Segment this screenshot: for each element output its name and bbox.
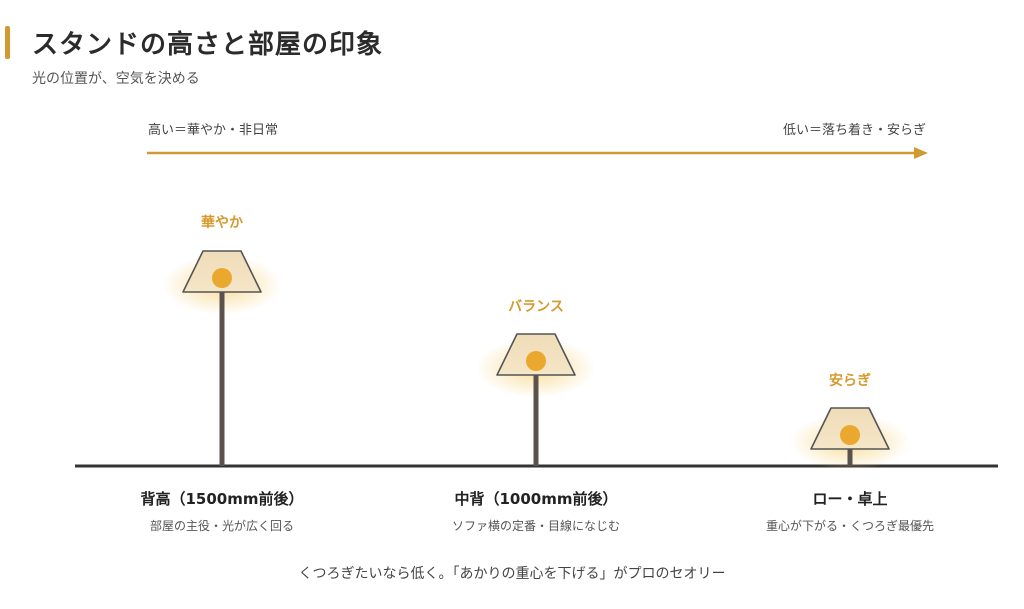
low-lamp [790, 407, 910, 470]
mood-label-medium: バランス [508, 299, 564, 315]
lamp-desc-medium: ソファ横の定番・目線になじむ [451, 519, 621, 533]
page-title: スタンドの高さと部屋の印象 [32, 30, 384, 60]
mood-label-tall: 華やか [201, 215, 243, 231]
medium-lamp [476, 333, 596, 466]
lamp-name-medium: 中背（1000mm前後） [454, 490, 618, 508]
page-subtitle: 光の位置が、空気を決める [32, 71, 200, 87]
scale-label-high: 高い＝華やか・非日常 [148, 123, 279, 138]
mood-label-low: 安らぎ [829, 373, 871, 389]
lamp-desc-tall: 部屋の主役・光が広く回る [149, 519, 295, 533]
lamp-name-tall: 背高（1500mm前後） [140, 490, 304, 508]
scale-label-low: 低い＝落ち着き・安らぎ [782, 123, 926, 138]
lamp-desc-low: 重心が下がる・くつろぎ最優先 [765, 519, 935, 533]
tall-lamp [162, 250, 282, 466]
lamp-name-low: ロー・卓上 [812, 490, 888, 508]
height-scale-arrow [147, 147, 928, 159]
title-accent-bar [5, 26, 10, 59]
footer-note: くつろぎたいなら低く。「あかりの重心を下げる」がプロのセオリー [298, 566, 726, 582]
